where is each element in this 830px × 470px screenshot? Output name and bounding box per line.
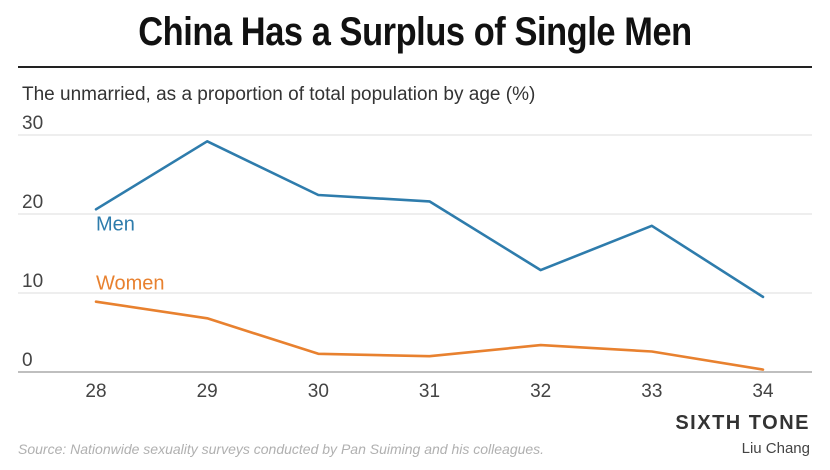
series-label-men: Men <box>96 213 135 235</box>
series-label-women: Women <box>96 273 165 295</box>
y-tick-label: 30 <box>22 113 43 134</box>
title-divider <box>18 66 812 68</box>
gridlines <box>18 134 812 373</box>
author-credit: Liu Chang <box>741 440 810 457</box>
series-labels: Men Women <box>96 213 165 294</box>
x-tick-label: 32 <box>530 381 551 402</box>
x-tick-label: 31 <box>419 381 440 402</box>
series-lines <box>94 140 765 371</box>
x-tick-label: 34 <box>752 381 774 402</box>
x-tick-label: 33 <box>641 381 662 402</box>
chart-title: China Has a Surplus of Single Men <box>138 10 692 54</box>
x-tick-label: 30 <box>308 381 329 402</box>
source-note: Source: Nationwide sexuality surveys con… <box>18 441 545 457</box>
y-axis-ticks: 0 10 20 30 <box>22 113 43 371</box>
x-tick-label: 29 <box>197 381 218 402</box>
series-line-men <box>94 140 765 299</box>
brand-logo: SIXTH TONE <box>675 412 810 434</box>
chart-subtitle: The unmarried, as a proportion of total … <box>22 84 536 105</box>
y-tick-label: 10 <box>22 271 43 292</box>
x-axis-ticks: 28 29 30 31 32 33 34 <box>85 381 774 402</box>
series-line-women <box>94 300 765 371</box>
x-tick-label: 28 <box>85 381 106 402</box>
y-tick-label: 0 <box>22 350 33 371</box>
y-tick-label: 20 <box>22 192 43 213</box>
